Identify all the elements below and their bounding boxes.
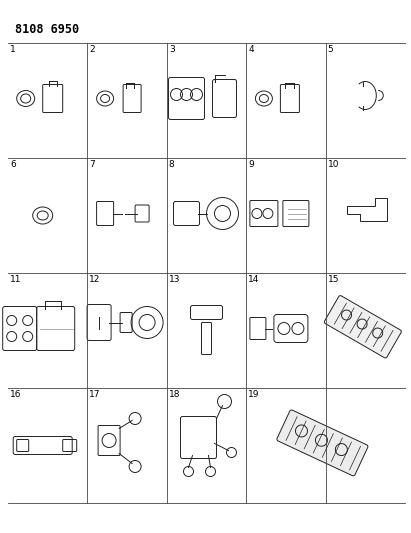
Text: 4: 4 <box>248 45 254 54</box>
FancyBboxPatch shape <box>324 295 402 358</box>
Text: 8108 6950: 8108 6950 <box>15 23 79 36</box>
Text: 10: 10 <box>328 160 339 169</box>
Text: 2: 2 <box>90 45 95 54</box>
Text: 16: 16 <box>10 390 21 399</box>
Text: 5: 5 <box>328 45 333 54</box>
Text: 9: 9 <box>248 160 254 169</box>
Text: 7: 7 <box>90 160 95 169</box>
Text: 13: 13 <box>169 275 180 284</box>
Text: 3: 3 <box>169 45 175 54</box>
Text: 14: 14 <box>248 275 260 284</box>
FancyBboxPatch shape <box>277 410 368 476</box>
Text: 8: 8 <box>169 160 175 169</box>
Text: 12: 12 <box>90 275 101 284</box>
Text: 11: 11 <box>10 275 21 284</box>
Text: 15: 15 <box>328 275 339 284</box>
Text: 19: 19 <box>248 390 260 399</box>
Text: 1: 1 <box>10 45 16 54</box>
Text: 17: 17 <box>90 390 101 399</box>
Text: 6: 6 <box>10 160 16 169</box>
Text: 18: 18 <box>169 390 180 399</box>
